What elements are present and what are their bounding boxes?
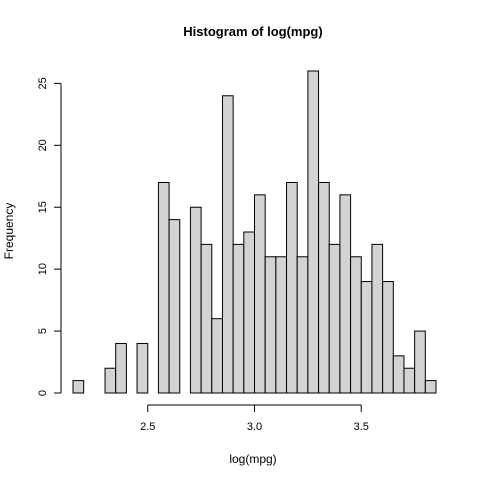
histogram-bar bbox=[275, 256, 288, 394]
y-tick-label: 5 bbox=[37, 328, 49, 334]
histogram-bar bbox=[115, 342, 127, 394]
histogram-bar bbox=[328, 243, 341, 394]
y-tick-label: 15 bbox=[37, 201, 49, 213]
y-axis-label: Frequency bbox=[2, 203, 16, 260]
histogram-bars bbox=[72, 70, 437, 394]
histogram-bar bbox=[371, 243, 384, 394]
x-tick-label: 2.5 bbox=[140, 421, 155, 433]
histogram-bar bbox=[339, 194, 352, 394]
histogram-bar bbox=[243, 231, 256, 394]
chart-title: Histogram of log(mpg) bbox=[183, 24, 322, 39]
histogram-bar bbox=[211, 318, 223, 394]
histogram-bar bbox=[72, 380, 85, 394]
histogram-bar bbox=[382, 281, 394, 394]
y-tick-label: 20 bbox=[37, 139, 49, 151]
histogram-bar bbox=[136, 342, 149, 394]
x-tick-label: 3.0 bbox=[247, 421, 262, 433]
histogram-bar bbox=[350, 256, 362, 394]
y-axis: 0 5 10 15 20 25 bbox=[37, 77, 62, 396]
histogram-bar bbox=[318, 181, 330, 394]
histogram-bar bbox=[232, 243, 245, 394]
histogram-bar bbox=[360, 281, 373, 394]
histogram-bar bbox=[307, 70, 320, 394]
histogram-bar bbox=[424, 380, 437, 394]
x-tick-label: 3.5 bbox=[354, 421, 369, 433]
histogram-bar bbox=[296, 256, 309, 394]
histogram-bar bbox=[200, 243, 213, 394]
x-axis: 2.5 3.0 3.5 bbox=[140, 404, 369, 433]
histogram-bar bbox=[286, 181, 298, 394]
histogram-bar bbox=[104, 367, 117, 394]
x-axis-label: log(mpg) bbox=[229, 452, 276, 466]
histogram-bar bbox=[414, 330, 426, 394]
histogram-bar bbox=[264, 256, 277, 394]
histogram-bar bbox=[403, 367, 416, 394]
histogram-bar bbox=[189, 206, 202, 394]
histogram-bar bbox=[157, 181, 170, 394]
histogram-bar bbox=[254, 194, 266, 394]
y-tick-label: 10 bbox=[37, 263, 49, 275]
histogram-bar bbox=[392, 355, 405, 394]
y-tick-label: 0 bbox=[37, 390, 49, 396]
histogram-bar bbox=[221, 95, 234, 394]
histogram-bar bbox=[168, 219, 181, 394]
y-tick-label: 25 bbox=[37, 77, 49, 89]
